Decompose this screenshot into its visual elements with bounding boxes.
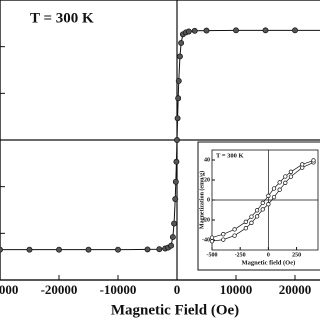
data-point — [254, 214, 260, 219]
data-point — [249, 214, 254, 219]
data-point — [221, 237, 226, 242]
data-point — [191, 27, 198, 34]
data-point — [56, 246, 62, 253]
data-point — [174, 115, 181, 122]
data-point — [169, 234, 176, 241]
data-point — [209, 235, 215, 240]
data-point — [144, 246, 151, 253]
data-point — [26, 246, 33, 253]
data-point — [262, 27, 269, 34]
data-point — [232, 233, 237, 238]
data-point — [283, 174, 288, 179]
x-tick-label: -30000 — [0, 282, 18, 297]
data-point — [271, 194, 277, 200]
data-point — [203, 27, 210, 34]
data-point — [292, 27, 298, 34]
data-point — [311, 158, 316, 163]
y-tick-label: 0 — [207, 197, 210, 203]
x-tick-label: -500 — [207, 252, 218, 258]
title-box — [20, 4, 126, 32]
y-tick-label: -40 — [202, 237, 210, 243]
data-point — [288, 174, 294, 179]
data-point — [266, 193, 271, 198]
data-point — [172, 196, 179, 202]
data-point — [243, 219, 248, 224]
data-point — [283, 180, 288, 185]
data-point — [175, 95, 182, 102]
x-tick-label: 250 — [292, 252, 301, 258]
x-tick-label: 20000 — [279, 282, 312, 297]
data-point — [172, 178, 179, 185]
data-point — [221, 232, 226, 237]
x-axis-label: Magnetic Field (Oe) — [111, 302, 239, 318]
x-tick-label: 10000 — [220, 282, 253, 297]
data-point — [171, 220, 177, 227]
data-point — [300, 162, 305, 167]
data-point — [185, 28, 192, 35]
data-point — [178, 39, 185, 46]
data-point — [156, 246, 163, 253]
y-tick-label: -20 — [202, 217, 210, 223]
data-point — [288, 169, 294, 174]
data-point — [85, 246, 92, 253]
x-tick-label: 0 — [267, 252, 270, 258]
data-point — [271, 186, 277, 191]
data-point — [277, 187, 282, 192]
x-tick-label: -10000 — [100, 282, 137, 297]
data-point — [209, 239, 215, 244]
data-point — [176, 53, 183, 60]
x-tick-label: -250 — [235, 252, 246, 258]
data-point — [173, 158, 180, 165]
data-point — [277, 180, 282, 185]
data-point — [260, 207, 265, 212]
data-point — [254, 208, 260, 213]
data-point — [175, 78, 182, 84]
x-tick-label: -20000 — [41, 282, 78, 297]
data-point — [266, 202, 271, 207]
data-point — [115, 246, 121, 253]
data-point — [233, 27, 239, 34]
data-point — [249, 220, 254, 225]
data-point — [260, 200, 265, 206]
inset-title: T = 300 K — [216, 152, 244, 159]
y-tick-label: 40 — [204, 157, 210, 163]
data-point — [0, 246, 3, 253]
data-point — [174, 137, 180, 143]
inset-background — [197, 141, 320, 271]
data-point — [243, 226, 248, 231]
data-point — [168, 242, 175, 249]
data-point — [232, 227, 237, 232]
x-tick-label: 0 — [174, 282, 181, 297]
y-axis-label: Magnetization (emu/g) — [198, 171, 205, 229]
y-tick-label: 20 — [204, 177, 210, 183]
x-axis-label: Magnetic field (Oe) — [241, 259, 295, 266]
chart-title: T = 300 K — [30, 10, 94, 26]
